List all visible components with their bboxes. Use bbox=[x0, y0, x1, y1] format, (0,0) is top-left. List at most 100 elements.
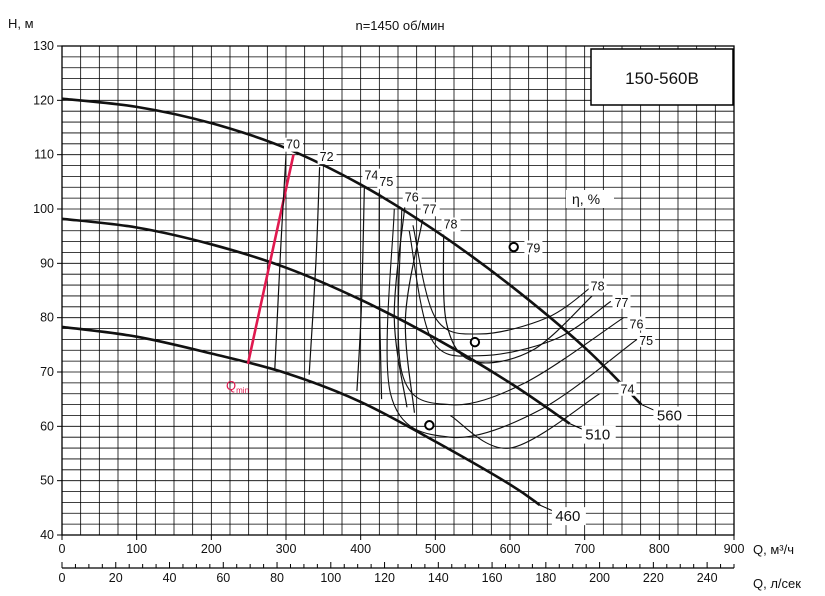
curve-label-510: 510 bbox=[585, 427, 610, 444]
y-tick-label: 40 bbox=[40, 528, 54, 542]
qmin-label: Qmin bbox=[226, 378, 249, 395]
eff-island-3 bbox=[386, 208, 638, 439]
eff-label-bg bbox=[362, 168, 382, 183]
x-tick-label: 200 bbox=[201, 542, 222, 556]
eff-side-label-bg bbox=[637, 332, 656, 347]
eff-side-label-bg bbox=[524, 240, 543, 255]
eff-contour-70 bbox=[274, 154, 287, 370]
y-tick-label: 60 bbox=[40, 419, 54, 433]
eff-contour-77 bbox=[404, 219, 424, 413]
eff-label-78: 78 bbox=[444, 218, 458, 232]
y-tick-label: 50 bbox=[40, 474, 54, 488]
eff-side-label-79: 79 bbox=[526, 241, 540, 255]
curve-label-bg bbox=[653, 406, 688, 425]
eff-label-bg bbox=[377, 175, 397, 190]
eff-side-label-76: 76 bbox=[630, 318, 644, 332]
x2-tick-label: 80 bbox=[270, 571, 284, 585]
qmin-label-sub: min bbox=[236, 386, 249, 395]
eff-label-76: 76 bbox=[405, 190, 419, 204]
x-tick-label: 700 bbox=[574, 542, 595, 556]
bep-marker bbox=[424, 420, 435, 431]
plot-frame bbox=[61, 45, 735, 536]
y-tick-label: 80 bbox=[40, 311, 54, 325]
eff-label-bg bbox=[441, 217, 461, 232]
eff-side-label-bg bbox=[588, 278, 607, 293]
x-tick-label: 100 bbox=[126, 542, 147, 556]
eff-island-4 bbox=[449, 393, 600, 449]
eff-island-0 bbox=[412, 225, 594, 335]
y-tick-label: 100 bbox=[33, 202, 54, 216]
hq-curve-510 bbox=[61, 217, 571, 425]
eff-label-74: 74 bbox=[364, 169, 378, 183]
eff-contour-74 bbox=[356, 185, 365, 392]
x2-tick-label: 100 bbox=[320, 571, 341, 585]
eff-label-75: 75 bbox=[379, 175, 393, 189]
x2-tick-label: 160 bbox=[482, 571, 503, 585]
x2-axis-label: Q, л/сек bbox=[753, 576, 801, 591]
eff-contour-76 bbox=[393, 207, 408, 408]
qmin-line bbox=[246, 154, 295, 365]
efficiency-label: η, % bbox=[572, 191, 600, 207]
x-tick-label: 400 bbox=[350, 542, 371, 556]
x-tick-label: 0 bbox=[59, 542, 66, 556]
hq-curve-560 bbox=[61, 97, 643, 406]
qmin-label-main: Q bbox=[226, 378, 236, 393]
x2-tick-label: 180 bbox=[535, 571, 556, 585]
x-tick-label: 800 bbox=[649, 542, 670, 556]
eff-island-2 bbox=[397, 208, 624, 406]
x2-tick-label: 240 bbox=[697, 571, 718, 585]
x-tick-label: 900 bbox=[724, 542, 745, 556]
eff-label-bg bbox=[402, 190, 422, 205]
eff-contour-75 bbox=[378, 192, 383, 400]
x-tick-label: 600 bbox=[500, 542, 521, 556]
x2-tick-label: 220 bbox=[643, 571, 664, 585]
bep-marker bbox=[508, 241, 519, 253]
eff-side-label-77: 77 bbox=[615, 296, 629, 310]
y-tick-label: 110 bbox=[34, 148, 54, 162]
eff-side-label-bg bbox=[612, 294, 631, 309]
x-tick-label: 500 bbox=[425, 542, 446, 556]
x-tick-label: 300 bbox=[276, 542, 297, 556]
x2-tick-label: 200 bbox=[589, 571, 610, 585]
x2-tick-label: 60 bbox=[216, 571, 230, 585]
model-label: 150-560B bbox=[625, 69, 699, 88]
eff-label-72: 72 bbox=[320, 150, 334, 164]
eff-island-1 bbox=[408, 230, 612, 357]
y-tick-label: 70 bbox=[40, 365, 54, 379]
eff-label-70: 70 bbox=[286, 138, 300, 152]
y-tick-label: 130 bbox=[33, 39, 54, 53]
curve-label-560: 560 bbox=[657, 408, 682, 425]
y-tick-label: 90 bbox=[40, 256, 54, 270]
eff-side-label-75: 75 bbox=[639, 334, 653, 348]
curves-layer: 560 510 460 bbox=[61, 97, 688, 526]
eff-side-label-78: 78 bbox=[591, 280, 605, 294]
eff-side-label-bg bbox=[618, 381, 637, 396]
curve-label-460: 460 bbox=[555, 508, 580, 525]
x2-tick-label: 20 bbox=[109, 571, 123, 585]
eff-label-bg bbox=[284, 137, 303, 152]
x2-tick-label: 120 bbox=[374, 571, 395, 585]
chart-title: n=1450 об/мин bbox=[355, 18, 444, 33]
x2-tick-label: 140 bbox=[428, 571, 449, 585]
eff-side-label-74: 74 bbox=[621, 383, 635, 397]
eff-label-bg bbox=[317, 150, 337, 165]
x-axis-label: Q, м³/ч bbox=[753, 542, 794, 557]
eff-side-label-bg bbox=[627, 316, 646, 331]
curve-label-bg bbox=[551, 507, 586, 526]
model-box bbox=[590, 48, 734, 106]
eff-contour-78 bbox=[442, 234, 593, 364]
bep-marker bbox=[469, 336, 481, 348]
eta-label-bg bbox=[566, 190, 614, 208]
hq-curve-460 bbox=[61, 325, 541, 507]
eff-contour-72 bbox=[308, 167, 321, 375]
grid bbox=[61, 45, 735, 536]
curve-label-bg bbox=[581, 425, 616, 444]
x2-tick-label: 0 bbox=[59, 571, 66, 585]
eff-label-bg bbox=[420, 202, 440, 217]
x2-tick-label: 40 bbox=[163, 571, 177, 585]
eff-label-77: 77 bbox=[423, 202, 437, 216]
y-axis-label: H, м bbox=[8, 16, 34, 31]
